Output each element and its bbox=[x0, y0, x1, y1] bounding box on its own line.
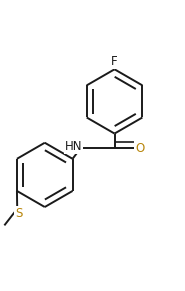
Text: O: O bbox=[135, 142, 144, 155]
Text: S: S bbox=[15, 207, 23, 220]
Text: F: F bbox=[111, 56, 118, 68]
Text: HN: HN bbox=[65, 140, 82, 153]
